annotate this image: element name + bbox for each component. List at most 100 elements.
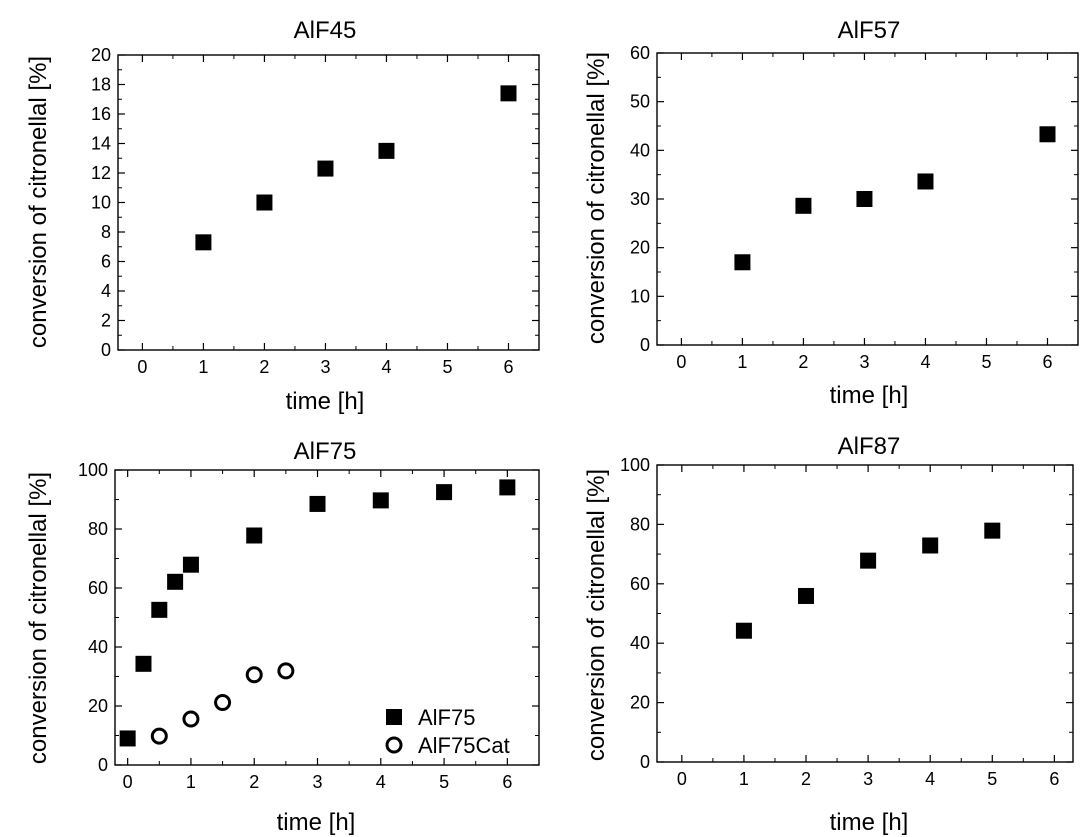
y-axis-label: conversion of citronellal [%] xyxy=(583,469,610,761)
chart-title: AlF87 xyxy=(838,433,901,460)
x-tick-label: 5 xyxy=(987,769,997,789)
x-tick-label: 2 xyxy=(249,772,259,792)
chart-title: AlF75 xyxy=(294,438,357,465)
y-tick-label: 4 xyxy=(101,281,111,301)
data-point-square xyxy=(734,254,751,271)
y-tick-label: 40 xyxy=(630,140,650,160)
x-tick-label: 6 xyxy=(503,357,513,377)
x-tick-label: 4 xyxy=(381,357,391,377)
data-point-square xyxy=(500,85,517,102)
x-tick-label: 0 xyxy=(123,772,133,792)
y-tick-label: 6 xyxy=(101,252,111,272)
y-tick-label: 20 xyxy=(630,693,650,713)
x-tick-label: 6 xyxy=(1049,769,1059,789)
x-tick-label: 1 xyxy=(186,772,196,792)
panel-alf87: AlF87 conversion of citronellal [%] time… xyxy=(583,433,1074,836)
x-tick-label: 5 xyxy=(981,352,991,372)
y-axis-label: conversion of citronellal [%] xyxy=(25,56,52,348)
data-point-square xyxy=(856,191,873,207)
x-tick-label: 0 xyxy=(677,769,687,789)
data-point-square xyxy=(309,495,326,512)
data-point-square xyxy=(378,142,395,159)
data-point-circle xyxy=(150,727,168,745)
data-point-circle xyxy=(182,710,200,728)
x-tick-label: 2 xyxy=(798,352,808,372)
data-point-square xyxy=(135,655,152,672)
data-point-square xyxy=(317,160,334,177)
legend-marker-circle xyxy=(385,736,403,754)
data-point-square xyxy=(984,522,1001,539)
x-tick-label: 4 xyxy=(920,352,930,372)
chart-title: AlF45 xyxy=(294,17,357,44)
y-tick-label: 0 xyxy=(640,335,650,355)
data-point-circle xyxy=(214,693,232,711)
x-tick-label: 2 xyxy=(259,357,269,377)
x-tick-label: 1 xyxy=(737,352,747,372)
y-tick-label: 0 xyxy=(101,340,111,360)
y-tick-label: 30 xyxy=(630,189,650,209)
x-axis-label: time [h] xyxy=(830,809,909,836)
data-point-circle xyxy=(245,666,263,684)
chart-title: AlF57 xyxy=(838,17,901,44)
x-tick-label: 5 xyxy=(439,772,449,792)
plot-frame xyxy=(117,54,540,351)
y-axis-label: conversion of citronellal [%] xyxy=(583,52,610,344)
y-tick-label: 50 xyxy=(630,92,650,112)
data-point-square xyxy=(499,479,516,496)
y-tick-label: 0 xyxy=(640,752,650,772)
data-point-square xyxy=(195,234,212,251)
data-point-square xyxy=(119,730,136,747)
data-point-square xyxy=(798,587,815,604)
panel-alf57: AlF57 conversion of citronellal [%] time… xyxy=(583,17,1079,409)
y-tick-label: 16 xyxy=(91,104,111,124)
data-point-square xyxy=(860,552,877,569)
y-tick-label: 18 xyxy=(91,75,111,95)
y-tick-label: 80 xyxy=(88,519,108,539)
x-tick-label: 4 xyxy=(925,769,935,789)
x-tick-label: 3 xyxy=(312,772,322,792)
y-tick-label: 10 xyxy=(91,193,111,213)
x-tick-label: 1 xyxy=(198,357,208,377)
y-tick-label: 20 xyxy=(88,696,108,716)
y-tick-label: 60 xyxy=(88,578,108,598)
data-point-square xyxy=(922,537,939,554)
y-tick-label: 0 xyxy=(98,755,108,775)
x-tick-label: 0 xyxy=(676,352,686,372)
x-tick-label: 3 xyxy=(859,352,869,372)
panel-alf75: AlF75 conversion of citronellal [%] time… xyxy=(25,438,540,836)
x-tick-label: 3 xyxy=(320,357,330,377)
y-tick-label: 20 xyxy=(91,45,111,65)
panel-alf45: AlF45 conversion of citronellal [%] time… xyxy=(25,17,540,415)
x-axis-label: time [h] xyxy=(830,382,909,409)
data-point-square xyxy=(436,484,453,501)
legend-marker-square xyxy=(386,709,402,725)
x-tick-label: 1 xyxy=(739,769,749,789)
data-point-square xyxy=(372,492,389,509)
data-point-square xyxy=(735,622,752,639)
y-tick-label: 100 xyxy=(78,460,108,480)
y-tick-label: 100 xyxy=(620,455,650,475)
x-tick-label: 2 xyxy=(801,769,811,789)
y-tick-label: 12 xyxy=(91,163,111,183)
data-point-square xyxy=(917,173,934,190)
legend-label: AlF75 xyxy=(418,705,475,730)
y-tick-label: 40 xyxy=(630,633,650,653)
y-tick-label: 40 xyxy=(88,637,108,657)
x-tick-label: 6 xyxy=(502,772,512,792)
y-tick-label: 20 xyxy=(630,238,650,258)
y-tick-label: 2 xyxy=(101,311,111,331)
x-tick-label: 6 xyxy=(1042,352,1052,372)
y-tick-label: 8 xyxy=(101,222,111,242)
data-point-circle xyxy=(277,662,295,680)
y-tick-label: 10 xyxy=(630,286,650,306)
x-tick-label: 4 xyxy=(376,772,386,792)
data-point-square xyxy=(167,573,184,590)
legend-label: AlF75Cat xyxy=(418,733,510,758)
y-tick-label: 80 xyxy=(630,514,650,534)
data-point-square xyxy=(246,527,263,544)
x-axis-label: time [h] xyxy=(286,388,365,415)
